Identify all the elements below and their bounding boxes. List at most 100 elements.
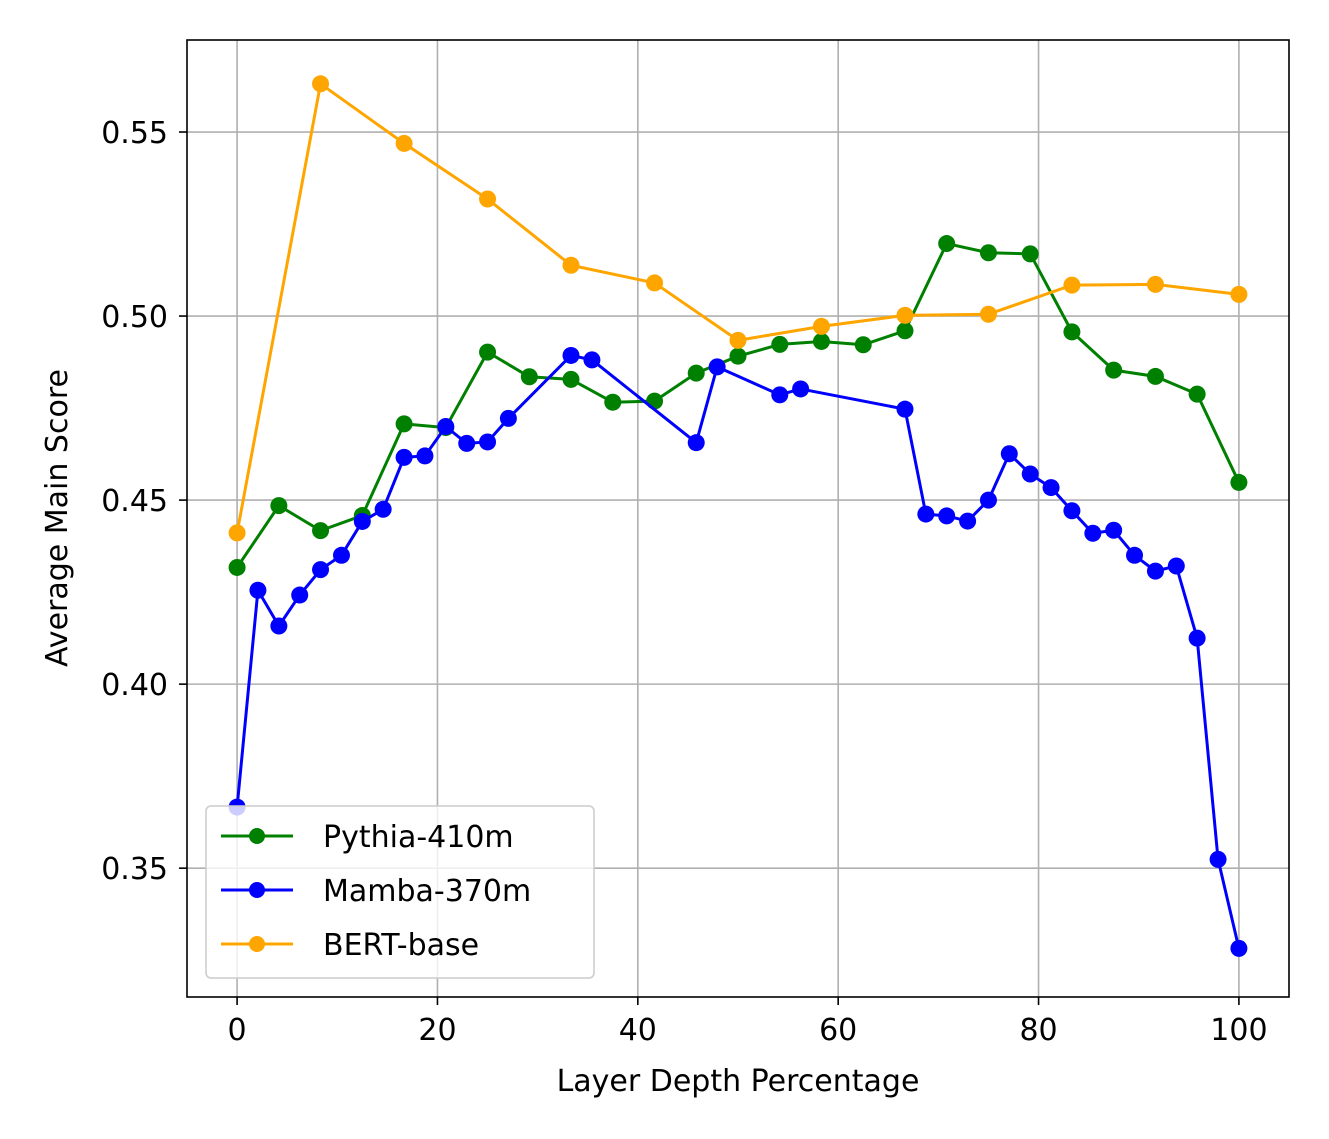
y-tick-label: 0.35 bbox=[101, 852, 168, 887]
plot-frame bbox=[186, 39, 1290, 998]
x-tick-label: 80 bbox=[1019, 1013, 1057, 1048]
data-point bbox=[353, 512, 371, 530]
legend-marker-mamba bbox=[249, 882, 265, 898]
y-tick-label: 0.55 bbox=[101, 116, 168, 151]
data-point bbox=[938, 507, 956, 525]
data-point bbox=[374, 500, 392, 518]
data-point bbox=[896, 400, 914, 418]
data-point bbox=[896, 322, 914, 340]
data-point bbox=[395, 415, 413, 433]
data-point bbox=[291, 586, 309, 604]
data-point bbox=[1063, 276, 1081, 294]
y-tick-label: 0.50 bbox=[101, 300, 168, 335]
data-point bbox=[1105, 361, 1123, 379]
data-point bbox=[332, 546, 350, 564]
data-point bbox=[228, 524, 246, 542]
data-point bbox=[312, 522, 330, 540]
data-point bbox=[812, 332, 830, 350]
data-point bbox=[1209, 850, 1227, 868]
data-point bbox=[1063, 323, 1081, 341]
data-point bbox=[1084, 524, 1102, 542]
data-point bbox=[312, 561, 330, 579]
data-point bbox=[604, 393, 622, 411]
data-point bbox=[395, 448, 413, 466]
data-point bbox=[1230, 285, 1248, 303]
data-point bbox=[729, 347, 747, 365]
data-point bbox=[1167, 557, 1185, 575]
x-tick-label: 20 bbox=[418, 1013, 456, 1048]
data-point bbox=[249, 581, 267, 599]
data-point bbox=[979, 244, 997, 262]
data-point bbox=[896, 306, 914, 324]
data-point bbox=[479, 433, 497, 451]
data-point bbox=[729, 331, 747, 349]
data-point bbox=[583, 351, 601, 369]
data-point bbox=[458, 434, 476, 452]
x-tick-label: 40 bbox=[619, 1013, 657, 1048]
y-tick-label: 0.45 bbox=[101, 484, 168, 519]
data-point bbox=[270, 497, 288, 515]
data-point bbox=[792, 380, 810, 398]
data-point bbox=[416, 447, 434, 465]
data-point bbox=[1146, 275, 1164, 293]
y-tick-label: 0.40 bbox=[101, 668, 168, 703]
data-point bbox=[520, 368, 538, 386]
data-point bbox=[562, 370, 580, 388]
data-point bbox=[1042, 479, 1060, 497]
series-pythia-410m bbox=[228, 235, 1248, 576]
data-point bbox=[1188, 385, 1206, 403]
data-point bbox=[917, 505, 935, 523]
data-point bbox=[1126, 546, 1144, 564]
data-point bbox=[499, 409, 517, 427]
data-point bbox=[854, 336, 872, 354]
series-bert-base bbox=[228, 75, 1248, 542]
x-tick-label: 60 bbox=[819, 1013, 857, 1048]
legend-label-bert: BERT-base bbox=[323, 928, 479, 963]
data-point bbox=[687, 434, 705, 452]
data-point bbox=[1063, 502, 1081, 520]
series-mamba-370m bbox=[228, 346, 1248, 957]
data-point bbox=[687, 364, 705, 382]
legend-marker-bert bbox=[249, 936, 265, 952]
data-point bbox=[646, 274, 664, 292]
data-point bbox=[312, 75, 330, 93]
data-point bbox=[562, 346, 580, 364]
legend-label-mamba: Mamba-370m bbox=[323, 874, 531, 909]
data-point bbox=[479, 343, 497, 361]
data-point bbox=[270, 617, 288, 635]
data-point bbox=[479, 190, 497, 208]
legend-marker-pythia bbox=[249, 828, 265, 844]
data-point bbox=[979, 305, 997, 323]
data-point bbox=[959, 512, 977, 530]
y-axis-label: Average Main Score bbox=[40, 369, 75, 667]
x-tick-label: 100 bbox=[1210, 1013, 1267, 1048]
data-point bbox=[1105, 521, 1123, 539]
data-point bbox=[1146, 367, 1164, 385]
legend: Pythia-410m Mamba-370m BERT-base bbox=[205, 805, 595, 979]
x-tick-label: 0 bbox=[228, 1013, 247, 1048]
data-point bbox=[708, 358, 726, 376]
data-point bbox=[1230, 939, 1248, 957]
data-point bbox=[646, 392, 664, 410]
data-point bbox=[1021, 245, 1039, 263]
data-point bbox=[562, 256, 580, 274]
data-point bbox=[1188, 629, 1206, 647]
data-point bbox=[812, 317, 830, 335]
data-point bbox=[228, 558, 246, 576]
data-point bbox=[1230, 473, 1248, 491]
data-point bbox=[979, 491, 997, 509]
data-point bbox=[395, 134, 413, 152]
data-point bbox=[938, 235, 956, 253]
data-point bbox=[1146, 562, 1164, 580]
x-axis-label: Layer Depth Percentage bbox=[557, 1064, 920, 1099]
series-layer bbox=[228, 75, 1248, 957]
data-point bbox=[771, 386, 789, 404]
data-point bbox=[771, 335, 789, 353]
data-point bbox=[1000, 445, 1018, 463]
ticks: 0 20 40 60 80 100 0.35 0.40 0.45 0.50 0.55 bbox=[101, 116, 1267, 1048]
data-point bbox=[1021, 465, 1039, 483]
data-point bbox=[437, 417, 455, 435]
legend-label-pythia: Pythia-410m bbox=[323, 820, 514, 855]
